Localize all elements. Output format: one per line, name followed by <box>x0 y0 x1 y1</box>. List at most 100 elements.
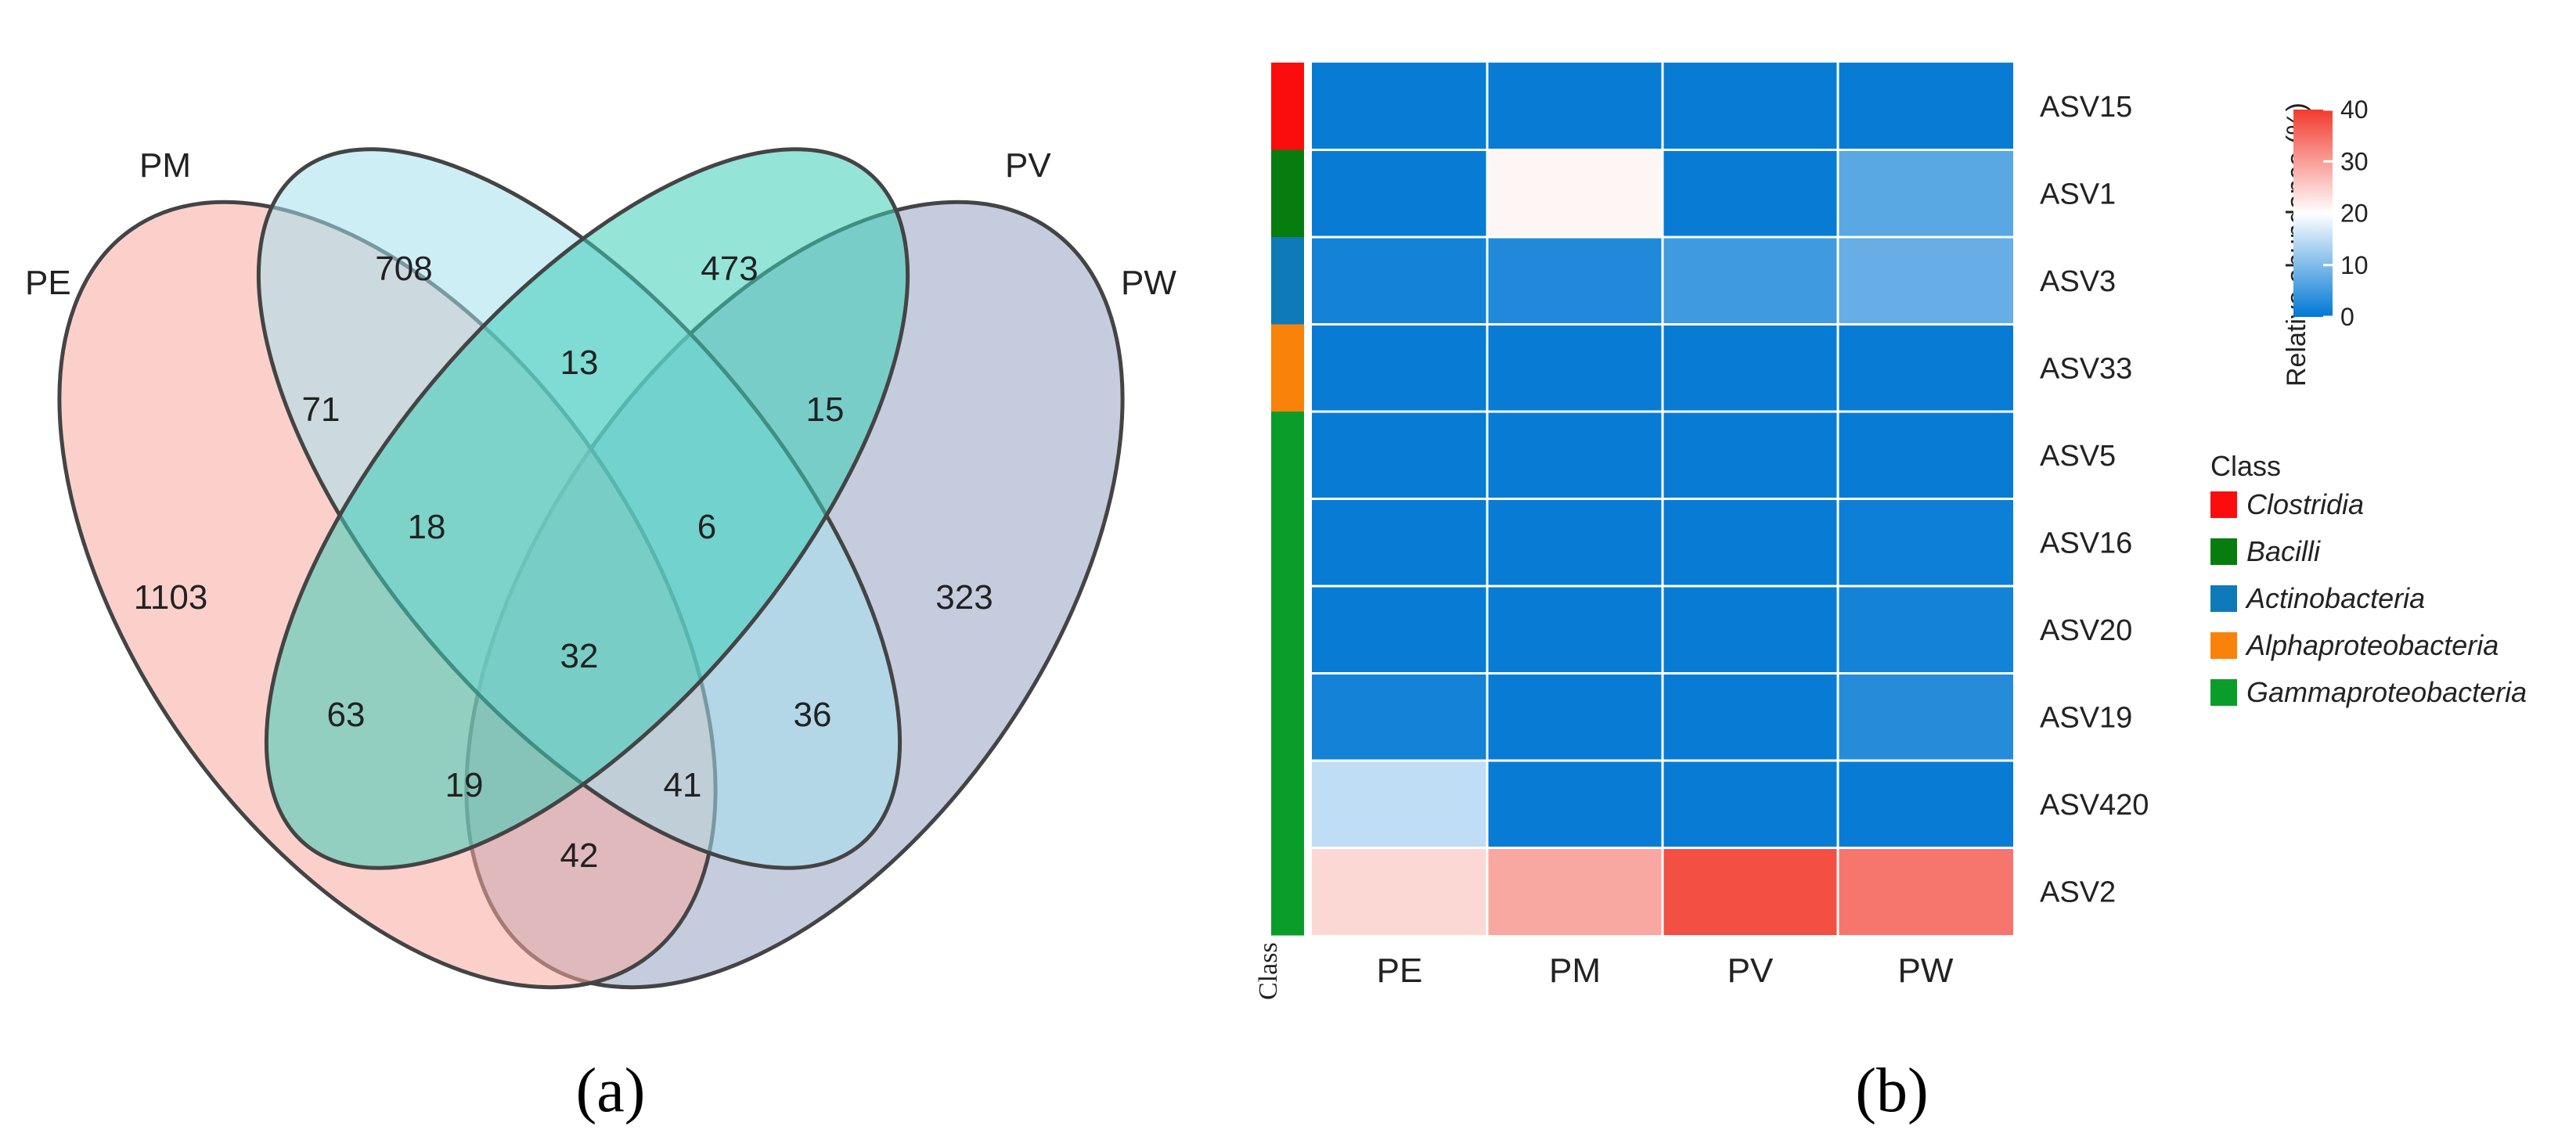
legend-label-bacilli: Bacilli <box>2246 535 2321 567</box>
heatmap-cell-asv19-pv <box>1663 673 1838 761</box>
column-label-pe: PE <box>1377 952 1423 990</box>
set-label-pm: PM <box>139 146 191 185</box>
heatmap-cell-asv15-pw <box>1838 63 2013 150</box>
heatmap-cell-asv16-pe <box>1312 498 1487 586</box>
heatmap-cell-asv1-pe <box>1312 149 1487 237</box>
heatmap-cell-asv16-pw <box>1838 498 2013 586</box>
region-pm-only: 708 <box>375 250 432 288</box>
region-pe-pm-pw: 41 <box>664 766 702 804</box>
row-label-asv33: ASV33 <box>2040 352 2132 385</box>
region-pw-only: 323 <box>935 578 993 617</box>
heatmap-cell-asv2-pw <box>1838 847 2013 935</box>
legend-swatch-gammaproteobacteria <box>2210 679 2237 706</box>
class-strip-segment-asv16 <box>1271 498 1304 587</box>
legend-swatch-actinobacteria <box>2210 585 2237 612</box>
heatmap-cell-asv15-pe <box>1312 63 1487 150</box>
heatmap-cell-asv20-pm <box>1487 586 1663 674</box>
heatmap-cell-asv5-pe <box>1312 412 1487 499</box>
heatmap-cell-asv3-pw <box>1838 237 2013 325</box>
heatmap-cell-asv33-pm <box>1487 324 1663 412</box>
heatmap-cell-asv3-pm <box>1487 237 1663 325</box>
row-label-asv2: ASV2 <box>2040 876 2116 908</box>
legend-label-alphaproteobacteria: Alphaproteobacteria <box>2245 629 2499 661</box>
set-label-pe: PE <box>25 264 71 302</box>
row-label-asv20: ASV20 <box>2040 614 2132 647</box>
row-label-asv19: ASV19 <box>2040 701 2132 734</box>
legend-items: Clostridia Bacilli Actinobacteria Alphaprot… <box>2210 488 2527 708</box>
region-pe-pv-pw: 19 <box>445 766 484 804</box>
row-label-asv1: ASV1 <box>2040 178 2116 210</box>
column-label-pv: PV <box>1728 952 1774 990</box>
heatmap-cell-asv19-pe <box>1312 673 1487 761</box>
region-pe-pv: 63 <box>327 696 366 734</box>
row-label-asv5: ASV5 <box>2040 440 2116 473</box>
class-strip-segment-asv15 <box>1271 63 1304 150</box>
region-pm-pv: 13 <box>560 344 599 382</box>
heatmap-cell-asv33-pw <box>1838 324 2013 412</box>
heatmap-cell-asv420-pw <box>1838 761 2013 848</box>
class-strip-segment-asv5 <box>1271 412 1304 499</box>
region-pm-pw: 36 <box>794 696 832 734</box>
region-pe-pm-pv: 18 <box>408 508 446 546</box>
heatmap-cell-asv3-pv <box>1663 237 1838 325</box>
heatmap-cell-asv19-pm <box>1487 673 1663 761</box>
heatmap-cell-asv1-pw <box>1838 149 2013 237</box>
row-label-asv16: ASV16 <box>2040 527 2132 559</box>
colorbar-tick-label: 40 <box>2340 95 2369 124</box>
row-labels: ASV15 ASV1 ASV3 ASV33 ASV5 ASV16 ASV20 ASV19 ASV… <box>2040 91 2149 909</box>
heatmap-cell-asv420-pe <box>1312 761 1487 848</box>
venn-ellipses <box>57 147 1125 990</box>
region-all-four: 32 <box>560 637 599 675</box>
heatmap-cell-asv1-pv <box>1663 149 1838 237</box>
heatmap-cell-asv19-pw <box>1838 673 2013 761</box>
heatmap-cell-asv420-pv <box>1663 761 1838 848</box>
legend-swatch-alphaproteobacteria <box>2210 632 2237 659</box>
heatmap-cell-asv2-pm <box>1487 847 1663 935</box>
heatmap-cells <box>1312 63 2013 935</box>
heatmap-cell-asv20-pv <box>1663 586 1838 674</box>
region-pe-pm: 71 <box>302 390 340 429</box>
heatmap-cell-asv5-pv <box>1663 412 1838 499</box>
heatmap-cell-asv16-pm <box>1487 498 1663 586</box>
row-label-asv420: ASV420 <box>2040 789 2149 822</box>
column-label-pw: PW <box>1898 952 1954 990</box>
region-pv-only: 473 <box>701 250 758 288</box>
legend-swatch-bacilli <box>2210 538 2237 565</box>
row-label-asv15: ASV15 <box>2040 91 2132 124</box>
heatmap-cell-asv420-pm <box>1487 761 1663 848</box>
legend-label-gammaproteobacteria: Gammaproteobacteria <box>2246 676 2527 708</box>
class-strip-segment-asv3 <box>1271 237 1304 325</box>
heatmap-cell-asv20-pe <box>1312 586 1487 674</box>
heatmap-cell-asv3-pe <box>1312 237 1487 325</box>
heatmap-cell-asv2-pv <box>1663 847 1838 935</box>
class-strip-segment-asv420 <box>1271 761 1304 848</box>
panel-label-b: (b) <box>1855 1056 1928 1125</box>
heatmap-gridlines <box>1312 63 2013 935</box>
region-pv-pw: 15 <box>806 390 845 429</box>
region-pm-pv-pw: 6 <box>697 508 716 546</box>
row-label-asv3: ASV3 <box>2040 265 2116 298</box>
heatmap-cell-asv15-pm <box>1487 63 1663 150</box>
class-strip-segment-asv20 <box>1271 586 1304 674</box>
heatmap-cell-asv2-pe <box>1312 847 1487 935</box>
region-pe-pw: 42 <box>560 836 599 875</box>
panel-label-a: (a) <box>576 1056 646 1125</box>
venn-region-counts: 708 473 13 71 15 18 6 1103 323 32 63 36 … <box>134 250 993 875</box>
heatmap-cell-asv1-pm <box>1487 149 1663 237</box>
venn-diagram: PE PM PV PW 708 473 13 71 15 18 6 1103 3… <box>25 146 1176 1125</box>
class-axis-label: Class <box>1254 942 1283 1000</box>
heatmap-chart: ASV15 ASV1 ASV3 ASV33 ASV5 ASV16 ASV20 ASV19 ASV… <box>1254 63 2527 1125</box>
legend-title: Class <box>2210 450 2281 482</box>
heatmap-cell-asv16-pv <box>1663 498 1838 586</box>
column-labels: PE PM PV PW <box>1377 952 1954 990</box>
colorbar-tick-label: 30 <box>2340 147 2369 175</box>
heatmap-cell-asv33-pe <box>1312 324 1487 412</box>
legend-label-clostridia: Clostridia <box>2246 488 2364 520</box>
legend-swatch-clostridia <box>2210 491 2237 518</box>
class-strip-segment-asv2 <box>1271 847 1304 936</box>
class-legend: Class Clostridia Bacilli Actinobacteria Alp… <box>2210 450 2527 708</box>
heatmap-cell-asv20-pw <box>1838 586 2013 674</box>
class-strip-segment-asv1 <box>1271 149 1304 238</box>
